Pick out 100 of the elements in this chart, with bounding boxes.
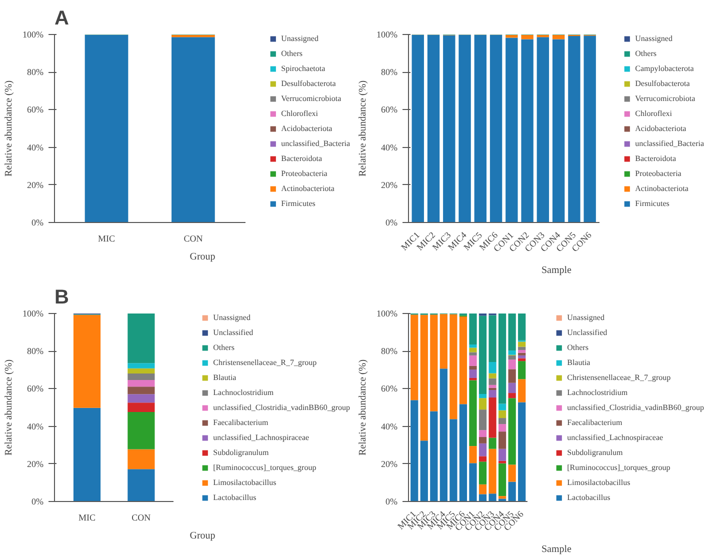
bar — [488, 438, 496, 449]
y-tick-label: 20% — [381, 458, 398, 469]
bar — [488, 373, 496, 378]
bar — [128, 394, 155, 403]
legend-label: Subdoligranulum — [567, 448, 623, 457]
legend-label: Limosilactobacillus — [567, 478, 630, 487]
y-tick-label: 60% — [381, 104, 398, 115]
legend-label: unclassified_Lachnospiraceae — [213, 433, 310, 442]
y-tick-label: 80% — [27, 346, 44, 356]
bar — [459, 404, 468, 502]
bar — [498, 314, 506, 404]
bar — [518, 352, 526, 356]
bar — [508, 350, 516, 355]
x-tick-label: CON — [184, 234, 204, 244]
bar — [430, 314, 438, 412]
legend-label: unclassified_Lachnospiraceae — [567, 433, 664, 442]
bar — [128, 314, 155, 364]
bar — [469, 355, 477, 366]
bar — [488, 384, 496, 388]
legend-label: Firmicutes — [635, 199, 670, 208]
legend-label: Others — [567, 343, 588, 352]
legend-label: Actinobacteriota — [635, 184, 688, 193]
y-tick-label: 20% — [27, 180, 44, 190]
bar — [128, 363, 155, 368]
bar — [478, 398, 487, 410]
legend-label: Lachnoclostridium — [567, 388, 628, 397]
chart-title: B — [54, 286, 69, 308]
bar — [128, 380, 155, 387]
bar — [410, 400, 418, 502]
y-tick-label: 100% — [22, 308, 44, 318]
bar — [478, 410, 487, 430]
legend-label: Faecalibacterium — [213, 418, 268, 427]
bar — [469, 380, 477, 446]
legend-label: Unassigned — [567, 313, 604, 322]
bar — [498, 418, 506, 424]
bar — [508, 393, 516, 398]
bar — [508, 369, 516, 383]
bar — [488, 398, 496, 438]
bar — [488, 390, 496, 398]
legend-label: Proteobacteria — [635, 169, 682, 178]
legend-label: Acidobacteriota — [635, 124, 686, 133]
bar — [498, 424, 506, 432]
bar — [518, 350, 526, 353]
x-axis-title: Group — [190, 530, 216, 542]
y-tick-label: 40% — [381, 421, 398, 432]
legend-label: Lachnoclostridium — [213, 388, 274, 397]
legend-label: Unassigned — [213, 313, 250, 322]
bar — [450, 419, 458, 502]
bar — [508, 314, 516, 351]
legend-label: Verrucomicrobiota — [635, 94, 696, 103]
legend-label: Blautia — [567, 358, 590, 367]
bar — [469, 352, 477, 356]
legend-label: Campylobacterota — [635, 64, 694, 73]
bar — [469, 370, 477, 378]
bar — [478, 437, 487, 444]
bar — [508, 482, 516, 502]
bar — [73, 408, 101, 502]
x-tick-label: CON — [132, 512, 152, 522]
bar — [459, 316, 468, 404]
bar — [498, 432, 506, 449]
bar — [128, 402, 155, 412]
bar — [478, 394, 487, 398]
legend-label: Desulfobacterota — [635, 79, 690, 88]
bar — [128, 469, 155, 502]
bar — [518, 361, 526, 380]
bar — [128, 412, 155, 450]
bar — [469, 348, 477, 352]
legend-label: Unassigned — [281, 34, 318, 43]
legend-label: Proteobacteria — [281, 169, 328, 178]
bar — [518, 342, 526, 347]
bar — [128, 449, 155, 470]
bar — [498, 410, 506, 418]
legend-label: Spirochaetota — [281, 64, 326, 73]
y-tick-label: 60% — [381, 384, 398, 394]
bar — [498, 496, 506, 499]
legend-label: Limosilactobacillus — [213, 478, 276, 487]
legend-label: Unclassified — [213, 328, 254, 337]
bar — [508, 398, 516, 465]
bar — [478, 456, 487, 462]
y-tick-label: 40% — [381, 142, 398, 152]
bar — [488, 378, 496, 385]
x-axis-title: Sample — [542, 265, 572, 276]
bar — [469, 378, 477, 380]
legend-label: Lactobacillus — [567, 493, 610, 502]
y-tick-label: 20% — [27, 458, 44, 469]
y-tick-label: 0% — [32, 218, 44, 228]
legend-label: unclassified_Bacteria — [635, 139, 704, 148]
y-tick-label: 100% — [22, 30, 44, 40]
bar — [478, 494, 487, 502]
bar — [420, 314, 428, 441]
legend-label: Unclassified — [567, 328, 608, 337]
bar — [440, 314, 448, 369]
y-axis-title: Relative abundance (%) — [4, 80, 15, 177]
bar — [518, 379, 526, 402]
y-tick-label: 80% — [381, 67, 398, 78]
legend-label: Christensenellaceae_R_7_group — [567, 373, 671, 382]
x-tick-label: MIC — [78, 512, 96, 522]
bar — [488, 448, 496, 494]
bar — [508, 355, 516, 360]
y-tick-label: 40% — [27, 142, 44, 152]
